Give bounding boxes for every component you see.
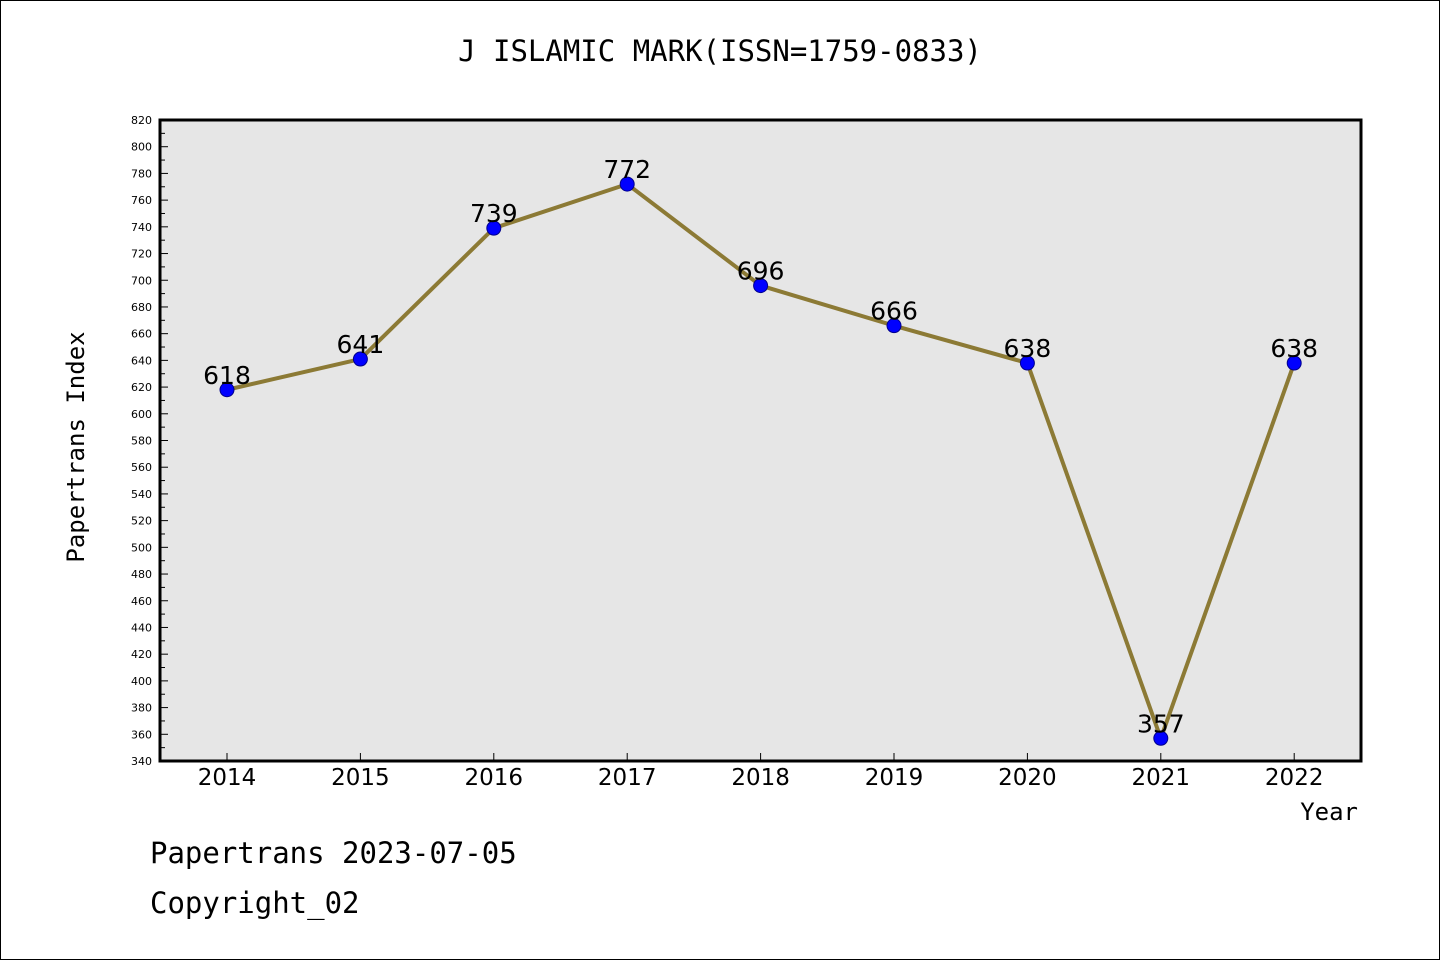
data-labels: 618 641 739 772 696 666 638 357 638 — [203, 155, 1318, 738]
x-tick-label: 2019 — [865, 765, 924, 791]
data-label: 696 — [737, 257, 785, 286]
y-tick-label: 520 — [131, 515, 152, 528]
data-point — [486, 220, 502, 236]
data-points — [219, 176, 1302, 746]
y-tick-label: 760 — [131, 194, 152, 207]
footer-copyright: Copyright_02 — [150, 886, 360, 920]
y-tick-label: 680 — [131, 301, 152, 314]
y-axis-label: Papertrans Index — [62, 331, 90, 562]
x-tick-label: 2015 — [331, 765, 390, 791]
y-tick-label: 380 — [131, 702, 152, 715]
y-tick-label: 580 — [131, 435, 152, 448]
x-tick-label: 2014 — [198, 765, 257, 791]
data-point — [886, 318, 902, 334]
y-tick-label: 820 — [131, 114, 152, 127]
x-tick-label: 2016 — [465, 765, 524, 791]
y-tick-label: 420 — [131, 648, 152, 661]
y-tick-label: 620 — [131, 381, 152, 394]
y-tick-label: 440 — [131, 621, 152, 634]
y-tick-label: 740 — [131, 221, 152, 234]
x-axis-ticks: 2014 2015 2016 2017 2018 2019 2020 2021 2022 — [198, 753, 1324, 791]
y-tick-label: 700 — [131, 274, 152, 287]
data-label: 618 — [203, 361, 251, 390]
y-tick-label: 340 — [131, 755, 152, 768]
y-tick-label: 480 — [131, 568, 152, 581]
data-label: 638 — [1004, 334, 1052, 363]
y-tick-label: 660 — [131, 328, 152, 341]
x-tick-label: 2018 — [731, 765, 790, 791]
data-label: 638 — [1270, 334, 1318, 363]
y-tick-label: 800 — [131, 141, 152, 154]
data-point — [219, 382, 235, 398]
y-tick-label: 400 — [131, 675, 152, 688]
y-tick-label: 720 — [131, 248, 152, 261]
y-tick-label: 460 — [131, 595, 152, 608]
x-axis-label: Year — [1300, 798, 1358, 826]
data-label: 357 — [1137, 709, 1185, 738]
y-tick-label: 560 — [131, 461, 152, 474]
plot-area — [158, 118, 1363, 763]
data-point — [1019, 355, 1035, 371]
y-tick-label: 780 — [131, 167, 152, 180]
data-label: 641 — [337, 330, 385, 359]
data-label: 739 — [470, 199, 518, 228]
y-axis-ticks: 340 360 380 400 420 440 460 480 500 520 540 560 580 6… — [131, 114, 168, 768]
y-tick-label: 640 — [131, 354, 152, 367]
data-point — [753, 278, 769, 294]
y-tick-label: 500 — [131, 541, 152, 554]
y-tick-label: 360 — [131, 728, 152, 741]
footer-date: Papertrans 2023-07-05 — [150, 836, 517, 870]
x-tick-label: 2017 — [598, 765, 657, 791]
x-tick-label: 2021 — [1132, 765, 1191, 791]
data-point — [352, 351, 368, 367]
data-label: 772 — [603, 155, 651, 184]
y-tick-label: 600 — [131, 408, 152, 421]
data-point — [619, 176, 635, 192]
data-label: 666 — [870, 297, 918, 326]
chart-title: J ISLAMIC MARK(ISSN=1759-0833) — [458, 34, 982, 68]
data-point — [1286, 355, 1302, 371]
x-tick-label: 2020 — [998, 765, 1057, 791]
y-tick-label: 540 — [131, 488, 152, 501]
x-tick-label: 2022 — [1265, 765, 1324, 791]
data-point — [1153, 730, 1169, 746]
